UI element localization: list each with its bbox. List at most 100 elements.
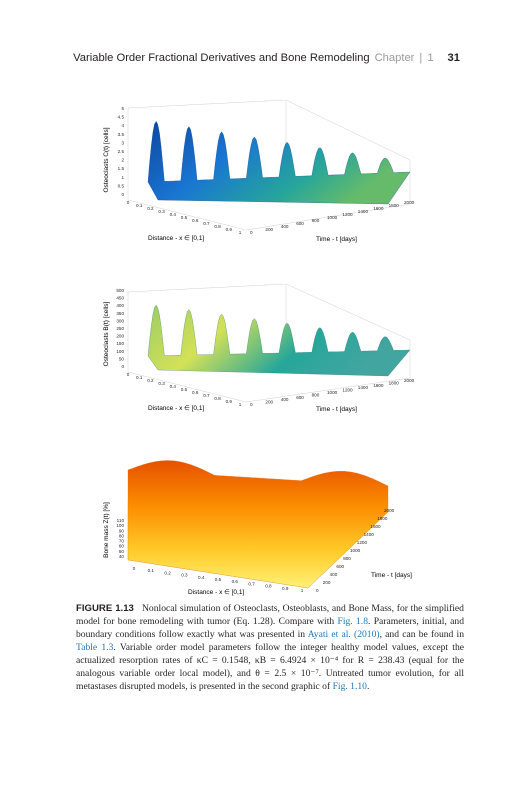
t-tick-label: 600 (296, 395, 304, 400)
page-number: 31 (447, 52, 460, 64)
z-tick-label: 100 (116, 523, 124, 528)
x-axis-label: Distance - x ∈ [0,1] (148, 235, 204, 242)
t-ticks: 0 200 400 600 800 1000 1200 1400 1600 1800 2000 (250, 378, 415, 407)
chapter-label: Chapter (374, 52, 415, 64)
x-tick-label: 0.7 (203, 393, 210, 398)
t-axis-label: Time - t [days] (371, 572, 412, 579)
separator: | (419, 52, 423, 64)
t-tick-label: 800 (343, 556, 351, 561)
t-tick-label: 1600 (373, 206, 384, 211)
x-tick-label: 0.2 (147, 378, 154, 383)
t-tick-label: 400 (330, 572, 338, 577)
t-axis-label: Time - t [days] (316, 406, 357, 413)
x-tick-label: 0.1 (136, 375, 143, 380)
t-ticks: 0 200 400 600 800 1000 1200 1400 1600 1800 2000 (316, 508, 395, 593)
osteoclast-surface (147, 120, 411, 205)
surface-plot-osteoclasts: 0 0.5 1 1.5 2 2.5 3 3.5 4 4.5 5 0 0.1 0.2 0.3 0.4 0.5 0.… (103, 99, 415, 243)
z-tick-label: 50 (119, 356, 125, 361)
t-tick-label: 1000 (327, 215, 338, 220)
t-tick-label: 1800 (389, 203, 400, 208)
z-tick-label: 70 (119, 539, 125, 544)
x-tick-label: 0.5 (181, 215, 188, 220)
t-tick-label: 800 (312, 218, 320, 223)
z-tick-label: 0 (121, 364, 124, 369)
x-tick-label: 0.9 (226, 227, 233, 232)
z-axis-label: Osteoclasts B(t) [cells] (103, 301, 110, 366)
t-tick-label: 1600 (370, 524, 381, 529)
caption-link-fig-1-10[interactable]: Fig. 1.10 (332, 681, 367, 692)
z-tick-label: 2 (121, 158, 124, 163)
z-tick-label: 2.5 (118, 149, 125, 154)
t-ticks: 0 200 400 600 800 1000 1200 1400 1600 1800 2000 (250, 200, 415, 235)
z-tick-label: 500 (116, 288, 124, 293)
x-ticks: 0 0.1 0.2 0.3 0.4 0.5 0.6 0.7 0.8 0.9 1 (133, 566, 304, 593)
t-tick-label: 2000 (404, 378, 415, 383)
t-tick-label: 2000 (384, 508, 395, 513)
t-tick-label: 1000 (327, 390, 338, 395)
z-tick-label: 100 (116, 349, 124, 354)
x-ticks: 0 0.1 0.2 0.3 0.4 0.5 0.6 0.7 0.8 0.9 1 (127, 372, 242, 407)
x-tick-label: 0 (133, 566, 136, 571)
x-tick-label: 0.3 (181, 573, 188, 578)
z-tick-label: 4 (121, 123, 124, 128)
z-tick-label: 0.5 (118, 183, 125, 188)
z-tick-label: 3 (121, 140, 124, 145)
caption-link-fig-1-8[interactable]: Fig. 1.8 (337, 616, 368, 627)
x-tick-label: 0.9 (226, 399, 233, 404)
t-tick-label: 1000 (350, 548, 361, 553)
chapter-number: 1 (427, 52, 434, 64)
t-tick-label: 200 (265, 400, 273, 405)
x-tick-label: 0.1 (148, 568, 155, 573)
axes-box (127, 99, 411, 231)
x-tick-label: 0.4 (198, 575, 205, 580)
t-tick-label: 1400 (364, 532, 375, 537)
figure-panel-bone-mass: 40 50 60 70 80 90 100 110 0 0.1 0.2 0.3 0.4 0.5 0.6 0.… (88, 450, 460, 605)
x-tick-label: 0.3 (158, 209, 165, 214)
z-tick-label: 250 (116, 326, 124, 331)
z-tick-label: 110 (117, 518, 125, 523)
x-tick-label: 1 (239, 230, 242, 235)
x-tick-label: 0.2 (147, 206, 154, 211)
z-tick-label: 80 (119, 533, 125, 538)
x-axis-label: Distance - x ∈ [0,1] (188, 589, 244, 596)
x-tick-label: 0.6 (192, 218, 199, 223)
z-tick-label: 60 (119, 544, 125, 549)
x-tick-label: 0 (127, 200, 130, 205)
caption-label: FIGURE 1.13 (76, 603, 134, 614)
z-tick-label: 4.5 (118, 115, 125, 120)
z-tick-label: 1 (121, 175, 124, 180)
t-tick-label: 200 (265, 227, 273, 232)
z-tick-label: 450 (116, 296, 124, 301)
caption-link-ayati-2010[interactable]: Ayati et al. (2010) (307, 629, 380, 640)
t-tick-label: 800 (312, 392, 320, 397)
bone-mass-surface (127, 460, 389, 589)
x-axis-label: Distance - x ∈ [0,1] (148, 405, 204, 412)
x-tick-label: 1 (239, 402, 242, 407)
t-tick-label: 0 (316, 588, 319, 593)
x-tick-label: 0 (127, 372, 130, 377)
caption-link-table-1-3[interactable]: Table 1.3 (76, 642, 114, 653)
t-tick-label: 1400 (358, 385, 369, 390)
z-tick-label: 90 (119, 528, 125, 533)
t-tick-label: 0 (250, 230, 253, 235)
t-tick-label: 1200 (357, 540, 368, 545)
x-tick-label: 0.2 (164, 570, 171, 575)
z-axis-label: Osteoclasts C(t) [cells] (103, 127, 110, 192)
t-tick-label: 1800 (377, 516, 388, 521)
axes-box (127, 283, 411, 403)
t-tick-label: 400 (281, 397, 289, 402)
x-tick-label: 0.4 (170, 212, 177, 217)
x-tick-label: 0.7 (203, 221, 210, 226)
z-tick-label: 350 (116, 311, 124, 316)
t-tick-label: 1600 (373, 383, 384, 388)
z-tick-label: 5 (121, 106, 124, 111)
z-tick-label: 400 (116, 303, 124, 308)
z-ticks: 0 50 100 150 200 250 300 350 400 450 500 (116, 288, 124, 369)
x-tick-label: 0.5 (181, 387, 188, 392)
t-tick-label: 2000 (404, 200, 415, 205)
x-tick-label: 0.8 (214, 396, 221, 401)
x-ticks: 0 0.1 0.2 0.3 0.4 0.5 0.6 0.7 0.8 0.9 1 (127, 200, 242, 235)
osteoblast-surface (147, 304, 411, 377)
